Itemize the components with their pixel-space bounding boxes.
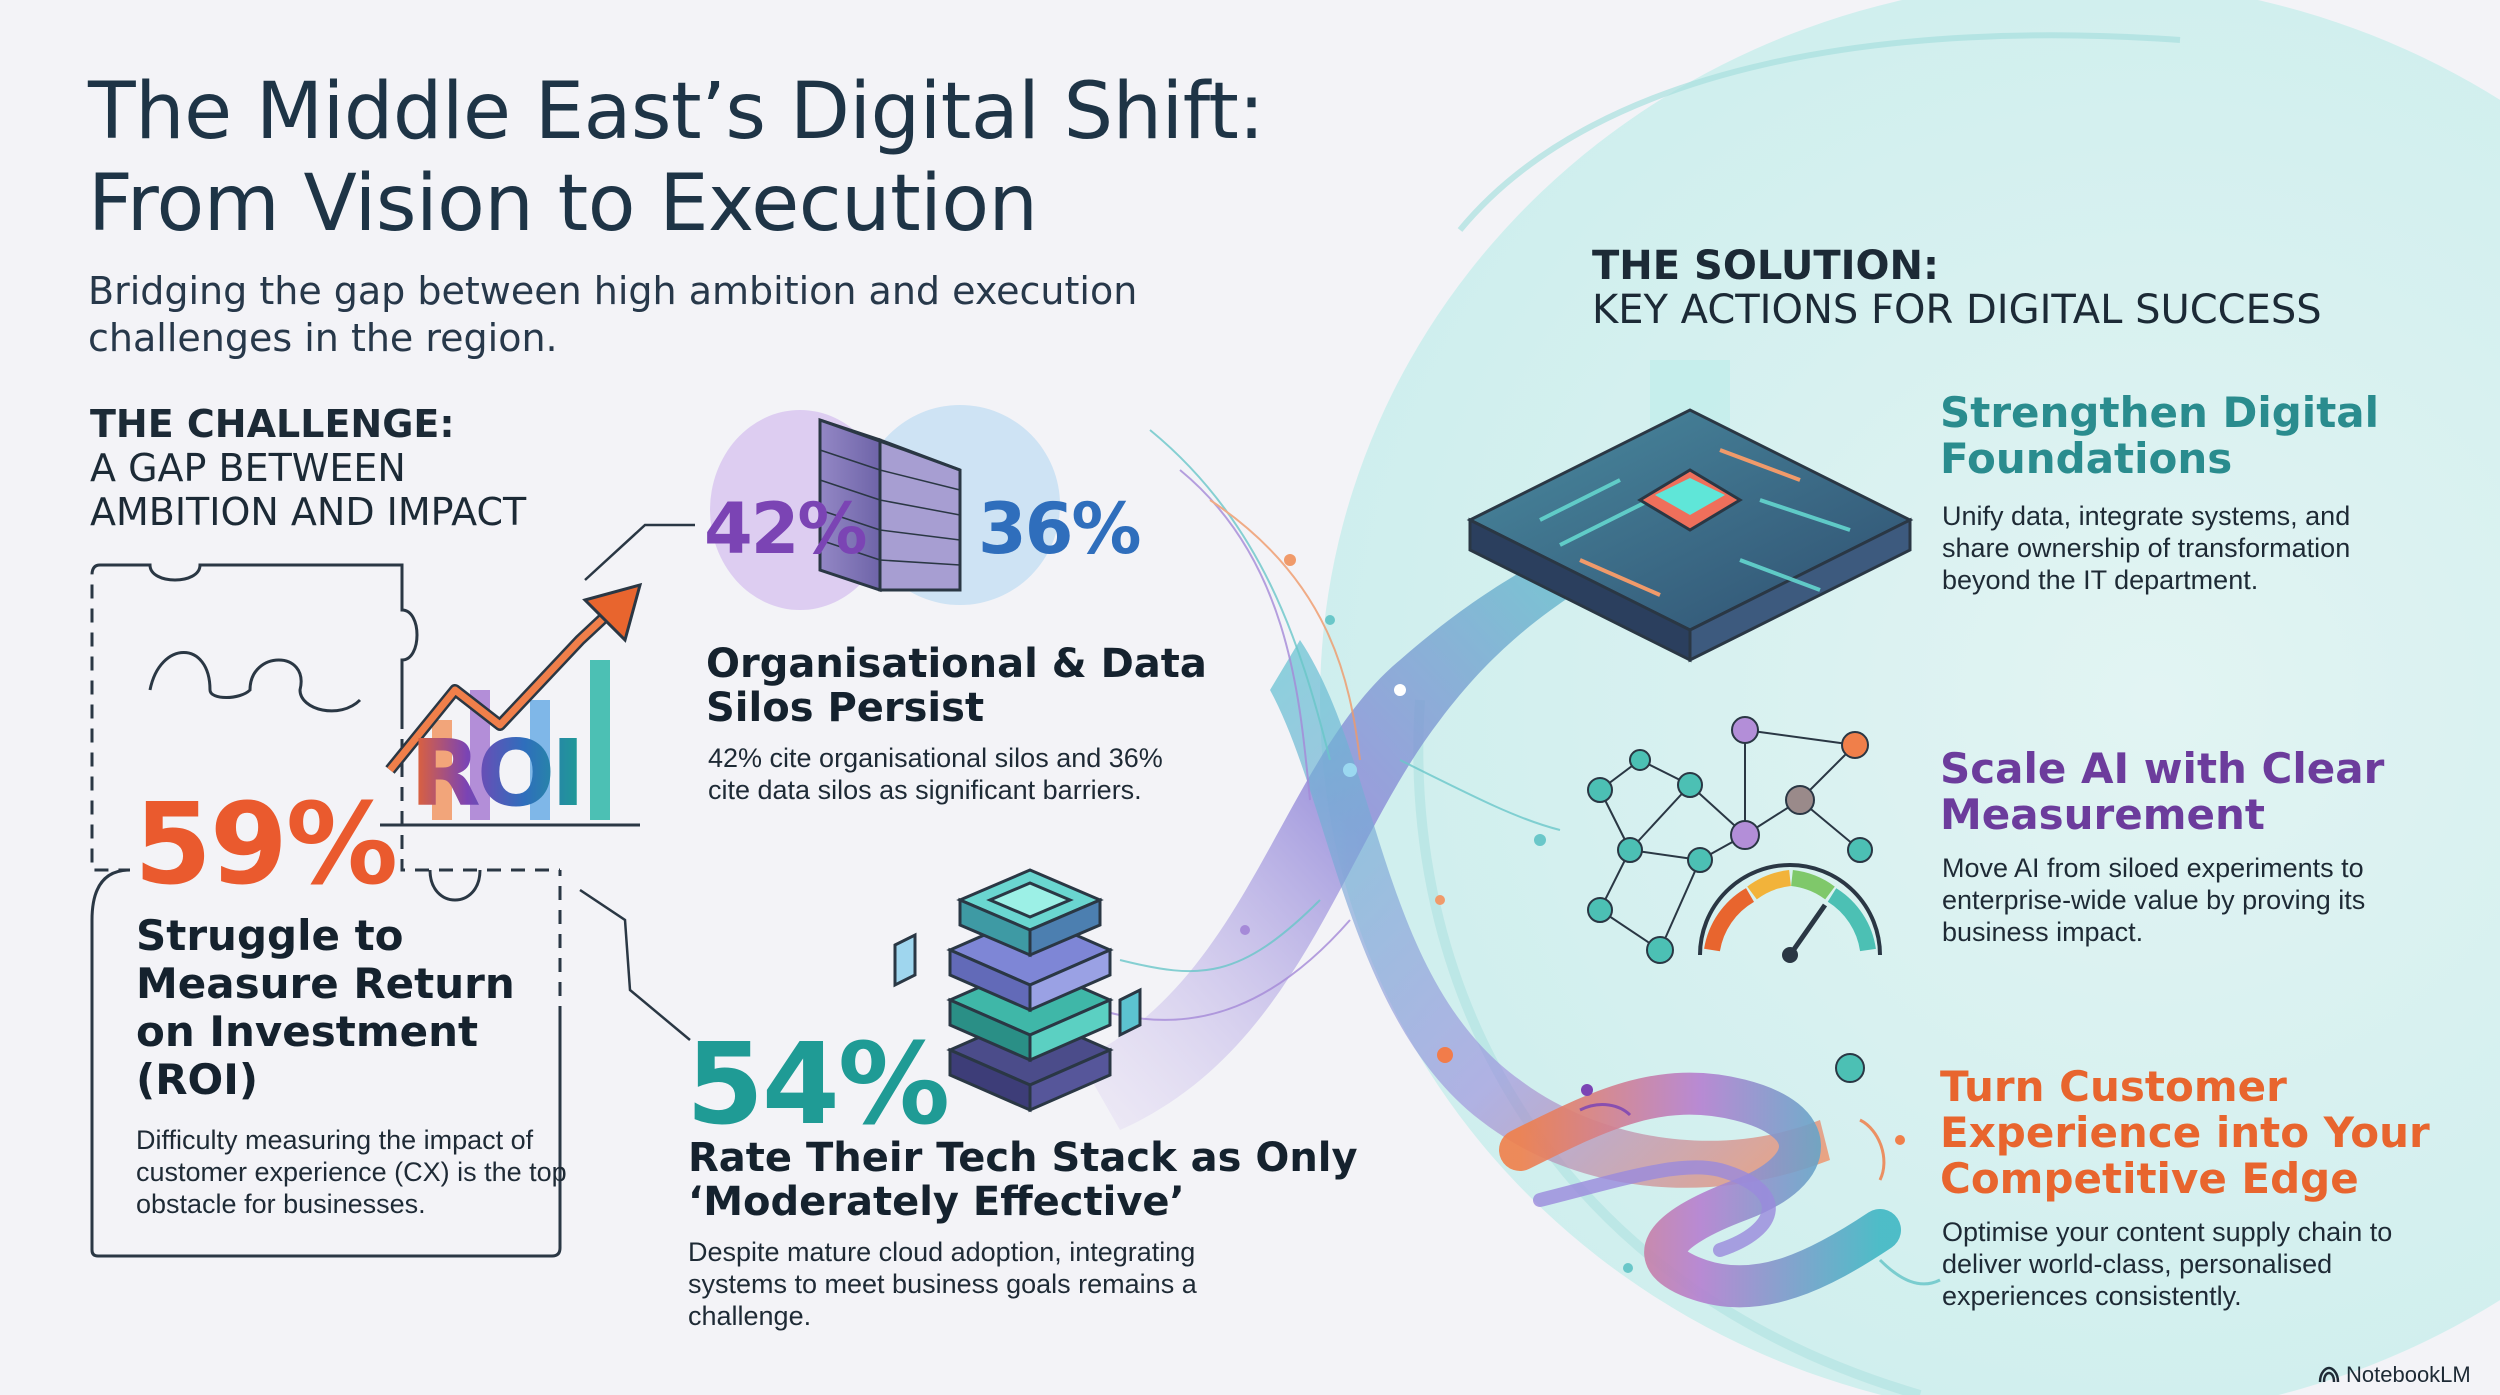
page-title: The Middle East’s Digital Shift: From Vi… bbox=[88, 66, 1488, 250]
connector-lines bbox=[579, 523, 695, 1041]
solution-item-title-ai: Scale AI with Clear Measurement bbox=[1940, 744, 2385, 839]
data-flow-ribbon bbox=[1080, 429, 1830, 1188]
solution-item-title-foundations: Strengthen Digital Foundations bbox=[1940, 388, 2380, 483]
challenge-heading-line3: AMBITION AND IMPACT bbox=[90, 490, 527, 534]
challenge-heading-line2: A GAP BETWEEN bbox=[90, 446, 406, 490]
network-gauge-icon bbox=[1587, 716, 1882, 964]
stat-stack-body: Despite mature cloud adoption, integrati… bbox=[688, 1237, 1197, 1331]
brand-watermark: NotebookLM bbox=[2318, 1362, 2471, 1388]
roi-label: ROI bbox=[410, 720, 585, 827]
solution-heading: THE SOLUTION: KEY ACTIONS FOR DIGITAL SU… bbox=[1592, 244, 2452, 332]
stat-silos-body: 42% cite organisational silos and 36% ci… bbox=[708, 743, 1163, 805]
title-line-1: The Middle East’s Digital Shift: bbox=[88, 67, 1265, 157]
roi-chart-icon bbox=[380, 582, 643, 827]
notebooklm-logo-icon bbox=[2318, 1366, 2340, 1383]
solution-item-title-cx: Turn Customer Experience into Your Compe… bbox=[1940, 1062, 2430, 1203]
stat-roi-value: 59% bbox=[134, 780, 398, 910]
stat-silos-value-organisational: 42% bbox=[704, 488, 868, 570]
circuit-chip-icon bbox=[1466, 360, 1914, 663]
challenge-heading: THE CHALLENGE: A GAP BETWEEN AMBITION AN… bbox=[90, 402, 650, 534]
solution-heading-line2: KEY ACTIONS FOR DIGITAL SUCCESS bbox=[1592, 287, 2322, 333]
brand-name: NotebookLM bbox=[2346, 1362, 2471, 1387]
solution-item-body-foundations: Unify data, integrate systems, and share… bbox=[1942, 501, 2351, 595]
stat-roi-title: Struggle to Measure Return on Investment… bbox=[136, 911, 515, 1104]
flowing-ribbon-icon bbox=[1499, 1053, 1941, 1308]
challenge-heading-bold: THE CHALLENGE: bbox=[90, 402, 455, 446]
title-line-2: From Vision to Execution bbox=[88, 159, 1038, 249]
page-subtitle: Bridging the gap between high ambition a… bbox=[88, 269, 1138, 360]
puzzle-outline bbox=[90, 563, 562, 1258]
stat-stack-value: 54% bbox=[686, 1020, 950, 1150]
silo-wall-icon bbox=[710, 405, 1060, 610]
stat-stack-title: Rate Their Tech Stack as Only ‘Moderatel… bbox=[688, 1135, 1358, 1225]
stat-silos-title: Organisational & Data Silos Persist bbox=[706, 641, 1207, 731]
solution-heading-bold: THE SOLUTION: bbox=[1592, 243, 1940, 289]
solution-item-body-ai: Move AI from siloed experiments to enter… bbox=[1942, 853, 2366, 947]
stat-silos-value-data: 36% bbox=[978, 488, 1142, 570]
solution-item-body-cx: Optimise your content supply chain to de… bbox=[1942, 1217, 2393, 1311]
stat-roi-body: Difficulty measuring the impact of custo… bbox=[136, 1125, 567, 1219]
tech-stack-icon bbox=[893, 868, 1142, 1113]
